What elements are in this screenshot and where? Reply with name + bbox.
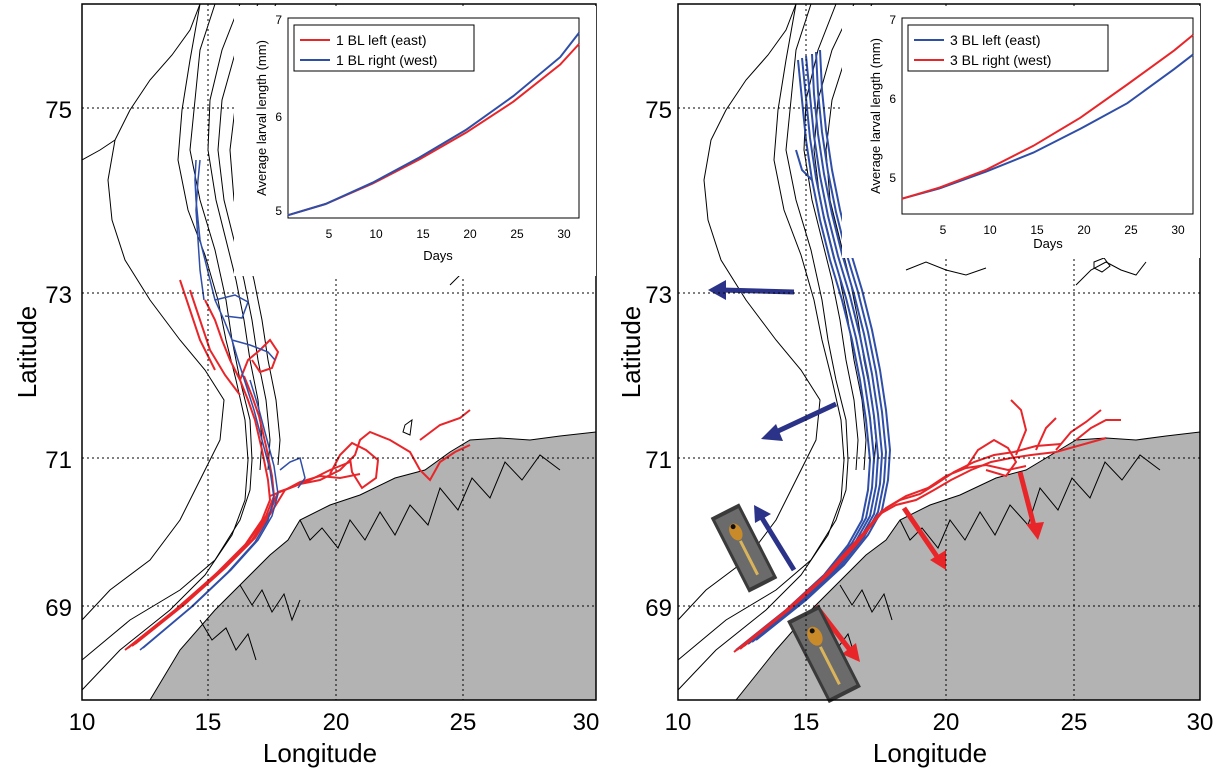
- lon-ticks: 10 15 20 25 30: [665, 709, 1214, 736]
- inset-xticks: 5 10 15 20 25 30: [940, 223, 1185, 237]
- inset-frame: [287, 17, 580, 219]
- inset-xtick: 15: [1030, 223, 1044, 237]
- series-line-2: [901, 34, 1194, 200]
- series-line-2: [287, 32, 580, 217]
- inset-ytick: 5: [275, 204, 282, 218]
- inset-ylabel: Average larval length (mm): [868, 38, 883, 194]
- lat-tick-73: 73: [645, 282, 672, 309]
- lat-tick-71: 71: [645, 447, 672, 474]
- land-norway: [735, 431, 1200, 700]
- larva-image-north: [710, 503, 778, 593]
- inset-frame: [901, 17, 1194, 215]
- inset-xtick: 25: [1124, 223, 1138, 237]
- legend-label: 1 BL right (west): [336, 52, 437, 68]
- inset-xtick: 20: [463, 227, 477, 241]
- panel-3bl: 69 71 73 75 10 15 20 25 30 Longitude Lat…: [616, 0, 1232, 769]
- inset-xtick: 30: [557, 227, 571, 241]
- fjord-contours: [199, 454, 561, 661]
- inset-xticks: 5 10 15 20 25 30: [326, 227, 571, 241]
- inset-chart: 5 10 15 20 25 30 5 6 7 Days Average larv…: [234, 6, 596, 276]
- direction-arrows: [708, 280, 1044, 662]
- inset-lines: [901, 34, 1194, 200]
- inset-chart: 5 10 15 20 25 30 5 6 7 Days Average larv…: [842, 6, 1200, 258]
- lon-tick-10: 10: [69, 709, 96, 736]
- lat-ticks: 69 71 73 75: [645, 97, 672, 622]
- x-axis-label: Longitude: [263, 738, 377, 768]
- legend-label: 3 BL right (west): [950, 52, 1051, 68]
- lon-tick-25: 25: [1061, 709, 1088, 736]
- map-3bl: 69 71 73 75 10 15 20 25 30 Longitude Lat…: [616, 3, 1214, 768]
- inset-xtick: 5: [326, 227, 333, 241]
- lon-ticks: 10 15 20 25 30: [69, 709, 600, 736]
- map-frame: [81, 3, 597, 701]
- legend-label: 3 BL left (east): [950, 32, 1041, 48]
- land-norway: [149, 431, 596, 700]
- inset-yticks: 5 6 7: [889, 13, 896, 185]
- legend-label: 1 BL left (east): [336, 32, 427, 48]
- inset-xtick: 15: [416, 227, 430, 241]
- trajectories-red: [733, 399, 1121, 653]
- inset-xtick: 25: [510, 227, 524, 241]
- map-frame: [677, 3, 1201, 701]
- map-1bl: 69 71 73 75 10 15 20 25 30 Longitude Lat…: [12, 3, 600, 768]
- lon-tick-25: 25: [450, 709, 477, 736]
- inset-ytick: 7: [275, 13, 282, 27]
- x-axis-label: Longitude: [873, 738, 987, 768]
- lon-tick-20: 20: [933, 709, 960, 736]
- inset-xlabel: Days: [423, 248, 453, 263]
- lat-tick-75: 75: [45, 97, 72, 124]
- inset-yticks: 5 6 7: [275, 13, 282, 218]
- inset-ytick: 6: [889, 92, 896, 106]
- lon-tick-10: 10: [665, 709, 692, 736]
- inset-legend: 1 BL left (east) 1 BL right (west): [293, 24, 475, 72]
- inset-legend: 3 BL left (east) 3 BL right (west): [907, 24, 1109, 72]
- inset-xtick: 30: [1171, 223, 1185, 237]
- map-content: [678, 4, 1200, 700]
- lat-tick-73: 73: [45, 282, 72, 309]
- lat-tick-71: 71: [45, 447, 72, 474]
- inset-ytick: 7: [889, 13, 896, 27]
- inset-xtick: 10: [369, 227, 383, 241]
- inset-xtick: 10: [983, 223, 997, 237]
- lat-tick-69: 69: [45, 595, 72, 622]
- inset-ytick: 5: [889, 171, 896, 185]
- lon-tick-20: 20: [323, 709, 350, 736]
- lat-tick-69: 69: [645, 595, 672, 622]
- lat-ticks: 69 71 73 75: [45, 97, 72, 622]
- trajectories-blue: [139, 159, 306, 651]
- y-axis-label: Latitude: [12, 306, 42, 399]
- inset-xtick: 5: [940, 223, 947, 237]
- inset-xtick: 20: [1077, 223, 1091, 237]
- arrow-red-south-2: [1017, 471, 1044, 540]
- inset-lines: [287, 32, 580, 217]
- arrow-blue-west-2: [761, 401, 838, 441]
- trajectories-red: [124, 279, 471, 651]
- arrow-blue-north: [754, 505, 797, 572]
- y-axis-label: Latitude: [616, 306, 646, 399]
- lat-tick-75: 75: [645, 97, 672, 124]
- lon-tick-15: 15: [793, 709, 820, 736]
- inset-ytick: 6: [275, 110, 282, 124]
- lon-tick-30: 30: [573, 709, 600, 736]
- arrow-blue-west-1: [708, 280, 795, 300]
- lon-tick-30: 30: [1187, 709, 1214, 736]
- arrow-red-south-1: [901, 506, 946, 570]
- lon-tick-15: 15: [195, 709, 222, 736]
- panel-1bl: 69 71 73 75 10 15 20 25 30 Longitude Lat…: [12, 3, 600, 768]
- inset-xlabel: Days: [1033, 236, 1063, 251]
- inset-ylabel: Average larval length (mm): [254, 40, 269, 196]
